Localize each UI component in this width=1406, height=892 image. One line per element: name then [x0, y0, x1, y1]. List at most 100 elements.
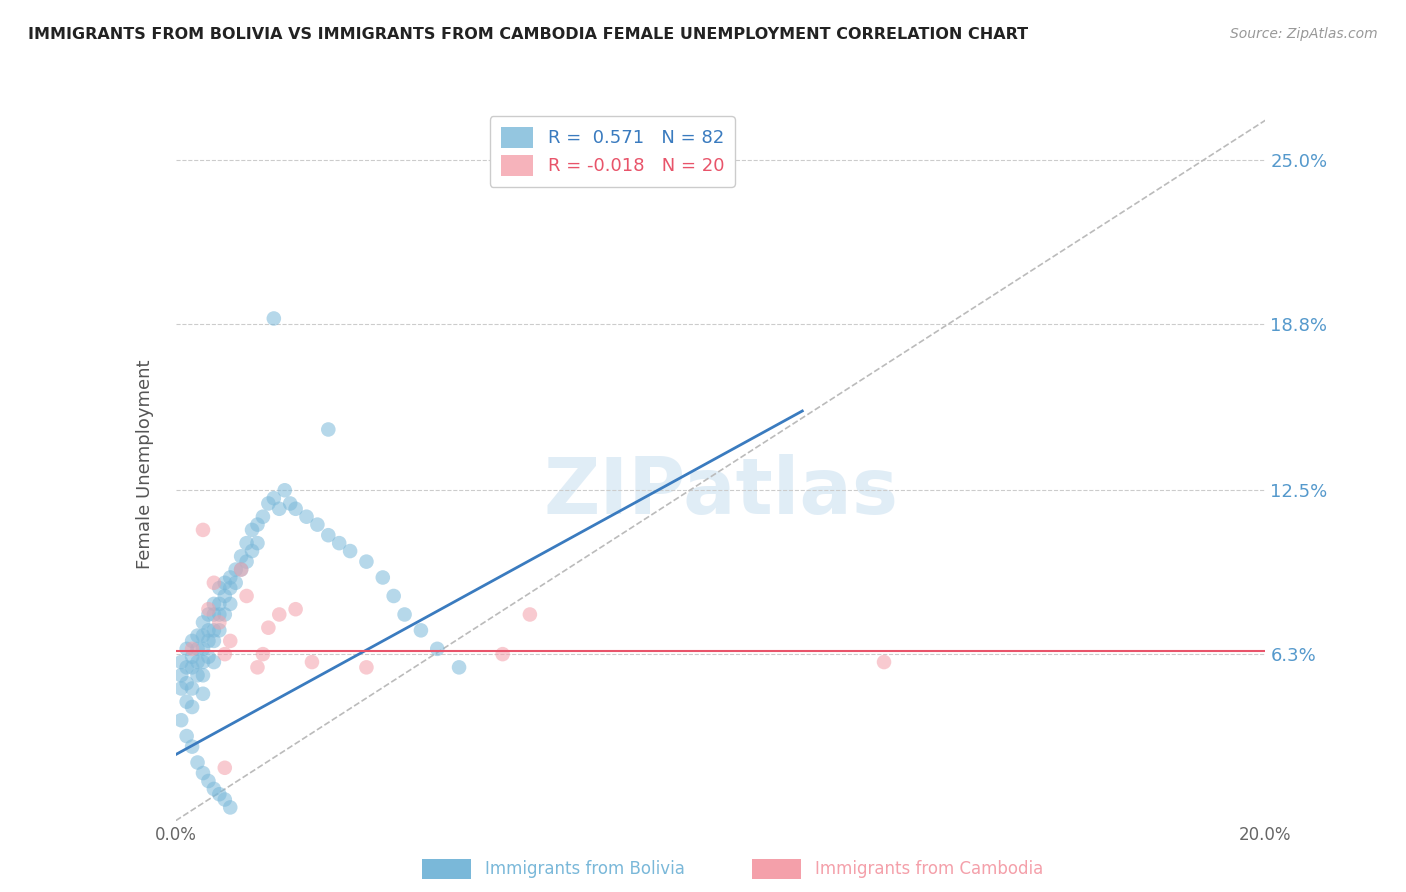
Point [197, 774, 219, 789]
Point [274, 483, 297, 498]
Point [339, 544, 361, 558]
Point [235, 555, 257, 569]
Point [181, 700, 204, 714]
Point [181, 739, 204, 754]
Point [284, 501, 307, 516]
Point [176, 729, 198, 743]
Text: Immigrants from Bolivia: Immigrants from Bolivia [485, 860, 685, 878]
Point [219, 800, 242, 814]
Point [295, 509, 318, 524]
Point [225, 575, 247, 590]
Point [356, 555, 378, 569]
Point [186, 668, 209, 682]
Point [246, 517, 269, 532]
Point [191, 615, 214, 630]
Point [208, 615, 231, 630]
Point [186, 629, 209, 643]
Point [197, 634, 219, 648]
Point [197, 649, 219, 664]
Point [409, 624, 432, 638]
Point [208, 607, 231, 622]
Point [231, 563, 253, 577]
Point [356, 660, 378, 674]
Point [492, 647, 515, 661]
Point [170, 655, 193, 669]
Point [252, 647, 274, 661]
Point [246, 660, 269, 674]
Point [191, 687, 214, 701]
Point [186, 756, 209, 770]
Point [208, 597, 231, 611]
Point [176, 695, 198, 709]
Point [208, 787, 231, 801]
Point [202, 597, 225, 611]
Point [170, 681, 193, 696]
Point [208, 624, 231, 638]
Point [318, 422, 340, 436]
Point [214, 575, 236, 590]
Point [263, 491, 285, 506]
Point [176, 676, 198, 690]
Point [426, 641, 449, 656]
Point [231, 563, 253, 577]
Point [202, 624, 225, 638]
Point [186, 641, 209, 656]
Point [235, 536, 257, 550]
Y-axis label: Female Unemployment: Female Unemployment [136, 359, 155, 568]
Point [214, 761, 236, 775]
Point [318, 528, 340, 542]
Point [246, 536, 269, 550]
Legend: R =  0.571   N = 82, R = -0.018   N = 20: R = 0.571 N = 82, R = -0.018 N = 20 [489, 116, 735, 186]
Point [181, 649, 204, 664]
Point [235, 589, 257, 603]
Text: IMMIGRANTS FROM BOLIVIA VS IMMIGRANTS FROM CAMBODIA FEMALE UNEMPLOYMENT CORRELAT: IMMIGRANTS FROM BOLIVIA VS IMMIGRANTS FR… [28, 27, 1028, 42]
Point [307, 517, 329, 532]
Point [394, 607, 416, 622]
Point [214, 647, 236, 661]
Point [202, 607, 225, 622]
Point [269, 501, 291, 516]
Point [240, 544, 263, 558]
Point [208, 581, 231, 595]
Point [197, 624, 219, 638]
Text: Source: ZipAtlas.com: Source: ZipAtlas.com [1230, 27, 1378, 41]
Point [225, 563, 247, 577]
Point [219, 634, 242, 648]
Point [181, 641, 204, 656]
Text: ZIPatlas: ZIPatlas [543, 454, 898, 531]
Point [257, 621, 280, 635]
Point [191, 641, 214, 656]
Point [176, 641, 198, 656]
Point [214, 589, 236, 603]
Point [202, 655, 225, 669]
Point [181, 634, 204, 648]
Point [269, 607, 291, 622]
Point [252, 509, 274, 524]
Point [181, 660, 204, 674]
Point [219, 581, 242, 595]
Point [240, 523, 263, 537]
Point [170, 668, 193, 682]
Point [197, 602, 219, 616]
Point [447, 660, 470, 674]
Point [214, 607, 236, 622]
Point [382, 589, 405, 603]
Point [231, 549, 253, 564]
Point [181, 681, 204, 696]
Point [328, 536, 350, 550]
Text: Immigrants from Cambodia: Immigrants from Cambodia [815, 860, 1043, 878]
Point [191, 523, 214, 537]
Point [202, 575, 225, 590]
Point [219, 570, 242, 584]
Point [257, 496, 280, 510]
Point [519, 607, 541, 622]
Point [191, 766, 214, 780]
Point [186, 655, 209, 669]
Point [191, 655, 214, 669]
Point [197, 607, 219, 622]
Point [202, 781, 225, 796]
Point [873, 655, 896, 669]
Point [371, 570, 394, 584]
Point [263, 311, 285, 326]
Point [202, 634, 225, 648]
